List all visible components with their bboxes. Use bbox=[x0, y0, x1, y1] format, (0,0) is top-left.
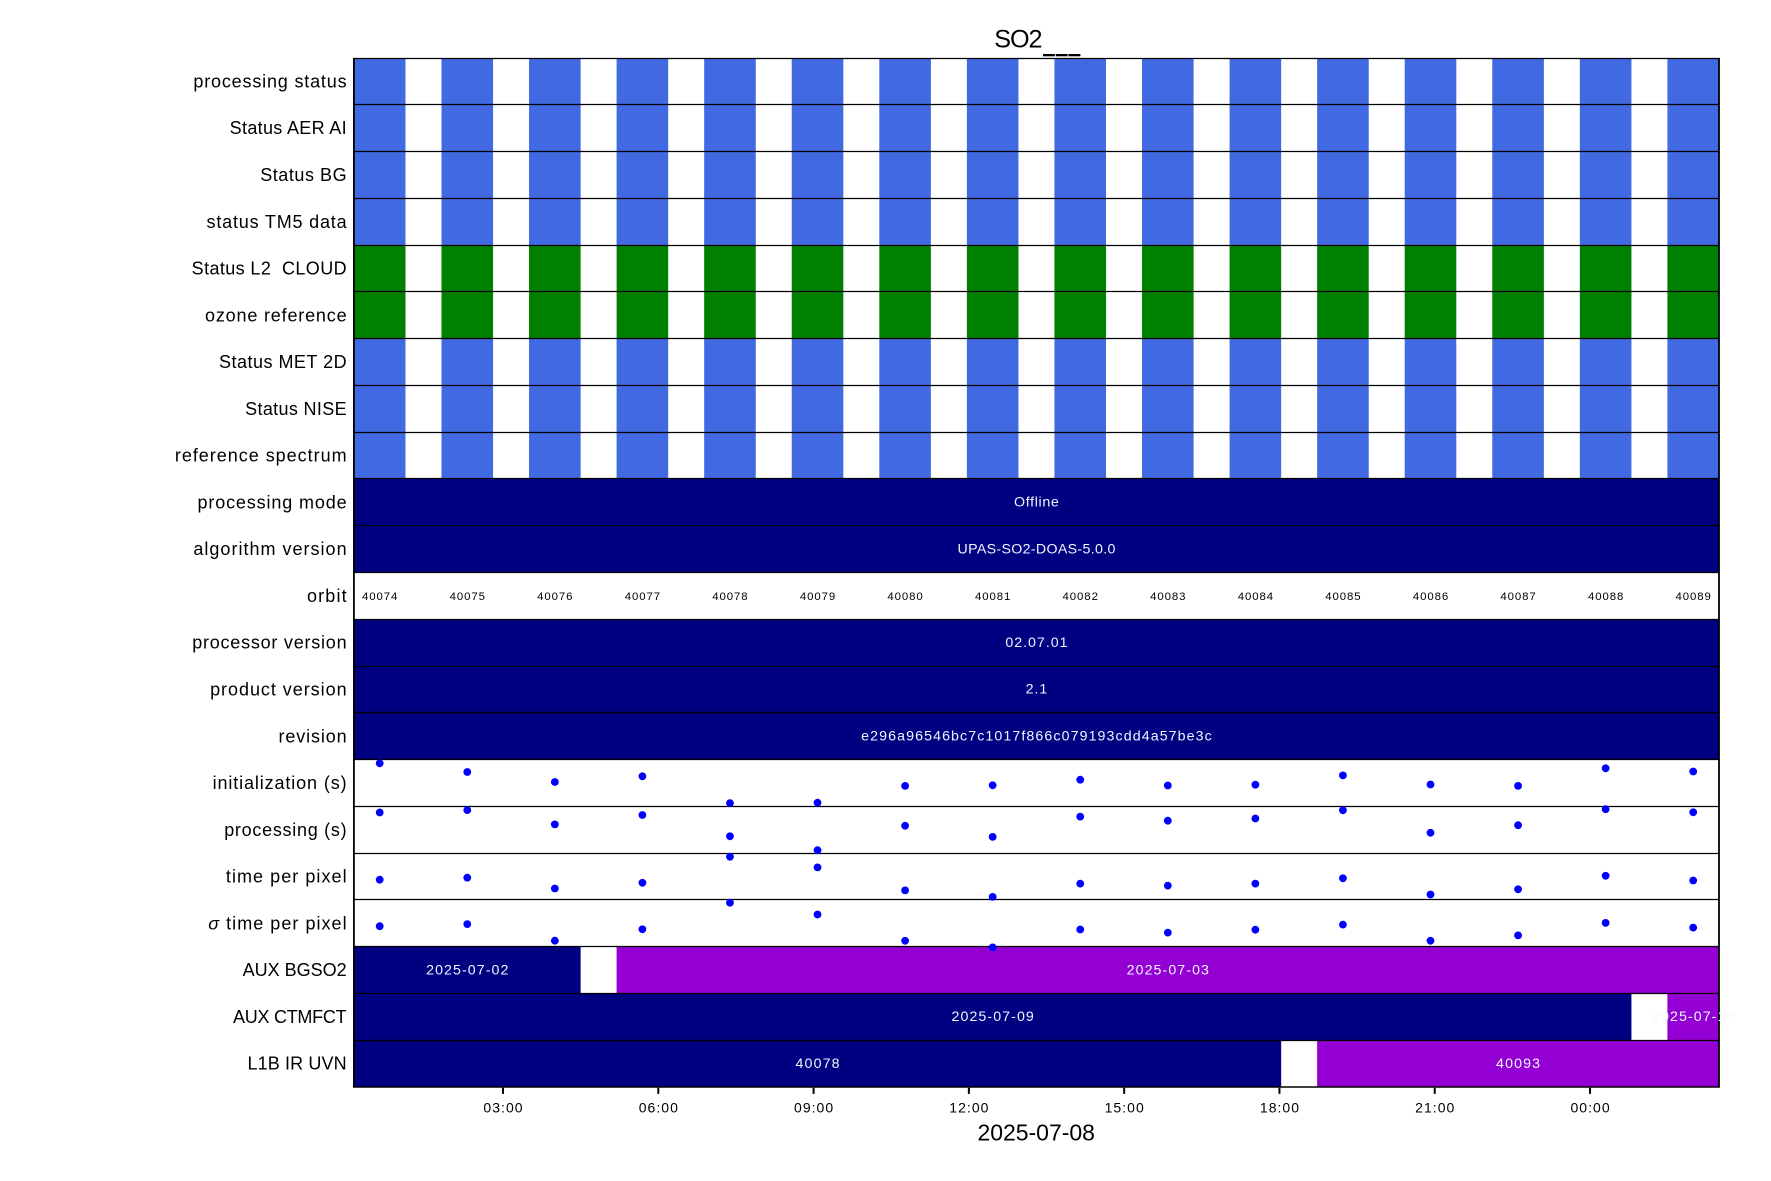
svg-text:2025-07-02: 2025-07-02 bbox=[426, 962, 509, 978]
svg-text:Status AER AI: Status AER AI bbox=[230, 118, 347, 138]
svg-text:ozone reference: ozone reference bbox=[205, 305, 347, 325]
svg-text:e296a96546bc7c1017f866c079193c: e296a96546bc7c1017f866c079193cdd4a57be3c bbox=[861, 729, 1213, 745]
svg-text:40084: 40084 bbox=[1238, 591, 1274, 603]
svg-text:12:00: 12:00 bbox=[949, 1100, 989, 1116]
svg-text:2025-07-10: 2025-07-10 bbox=[1652, 1009, 1735, 1025]
svg-text:2025-07-03: 2025-07-03 bbox=[1127, 962, 1210, 978]
svg-text:Status MET 2D: Status MET 2D bbox=[219, 352, 347, 372]
svg-text:SO2: SO2 bbox=[994, 25, 1041, 53]
svg-text:2025-07-08: 2025-07-08 bbox=[977, 1120, 1094, 1146]
svg-text:40077: 40077 bbox=[625, 591, 661, 603]
svg-text:product version: product version bbox=[210, 679, 347, 699]
svg-text:AUX CTMFCT: AUX CTMFCT bbox=[233, 1007, 347, 1027]
svg-text:21:00: 21:00 bbox=[1415, 1100, 1455, 1116]
svg-text:initialization (s): initialization (s) bbox=[213, 773, 348, 793]
svg-text:40086: 40086 bbox=[1413, 591, 1449, 603]
svg-text:09:00: 09:00 bbox=[794, 1100, 834, 1116]
svg-text:40093: 40093 bbox=[1496, 1056, 1541, 1072]
svg-text:40082: 40082 bbox=[1063, 591, 1099, 603]
svg-text:40075: 40075 bbox=[450, 591, 486, 603]
svg-text:Status NISE: Status NISE bbox=[245, 399, 347, 419]
svg-text:Status L2 CLOUD: Status L2 CLOUD bbox=[192, 259, 347, 279]
svg-text:40088: 40088 bbox=[1588, 591, 1624, 603]
svg-text:2025-07-09: 2025-07-09 bbox=[952, 1009, 1035, 1025]
svg-text:02.07.01: 02.07.01 bbox=[1005, 635, 1068, 651]
svg-text:15:00: 15:00 bbox=[1105, 1100, 1145, 1116]
svg-text:40074: 40074 bbox=[362, 591, 398, 603]
svg-text:40083: 40083 bbox=[1150, 591, 1186, 603]
svg-text:00:00: 00:00 bbox=[1570, 1100, 1610, 1116]
svg-text:UPAS-SO2-DOAS-5.0.0: UPAS-SO2-DOAS-5.0.0 bbox=[958, 541, 1116, 557]
svg-text:processing (s): processing (s) bbox=[224, 820, 347, 840]
svg-text:40081: 40081 bbox=[975, 591, 1011, 603]
svg-text:40089: 40089 bbox=[1676, 591, 1712, 603]
svg-text:orbit: orbit bbox=[307, 586, 348, 606]
svg-text:40078: 40078 bbox=[796, 1056, 841, 1072]
svg-text:processing status: processing status bbox=[193, 71, 347, 91]
svg-text:L1B IR UVN: L1B IR UVN bbox=[247, 1054, 346, 1074]
svg-text:40076: 40076 bbox=[537, 591, 573, 603]
svg-text:Offline: Offline bbox=[1014, 495, 1059, 511]
svg-text:40080: 40080 bbox=[887, 591, 923, 603]
svg-text:03:00: 03:00 bbox=[483, 1100, 523, 1116]
svg-text:status TM5 data: status TM5 data bbox=[207, 212, 348, 232]
svg-text:processing mode: processing mode bbox=[197, 492, 347, 512]
svg-text:18:00: 18:00 bbox=[1260, 1100, 1300, 1116]
svg-text:processor version: processor version bbox=[192, 633, 347, 653]
svg-text:revision: revision bbox=[278, 726, 347, 746]
svg-text:40085: 40085 bbox=[1325, 591, 1361, 603]
svg-text:40087: 40087 bbox=[1500, 591, 1536, 603]
svg-text:40079: 40079 bbox=[800, 591, 836, 603]
svg-text:06:00: 06:00 bbox=[639, 1100, 679, 1116]
svg-text:AUX BGSO2: AUX BGSO2 bbox=[243, 960, 347, 980]
svg-text:40078: 40078 bbox=[712, 591, 748, 603]
svg-text:Status BG: Status BG bbox=[260, 165, 347, 185]
svg-text:algorithm version: algorithm version bbox=[193, 539, 347, 559]
svg-text:2.1: 2.1 bbox=[1026, 682, 1049, 698]
svg-text:time per pixel: time per pixel bbox=[226, 867, 348, 887]
svg-text:reference spectrum: reference spectrum bbox=[175, 446, 348, 466]
svg-text:σ time per pixel: σ time per pixel bbox=[208, 913, 347, 933]
